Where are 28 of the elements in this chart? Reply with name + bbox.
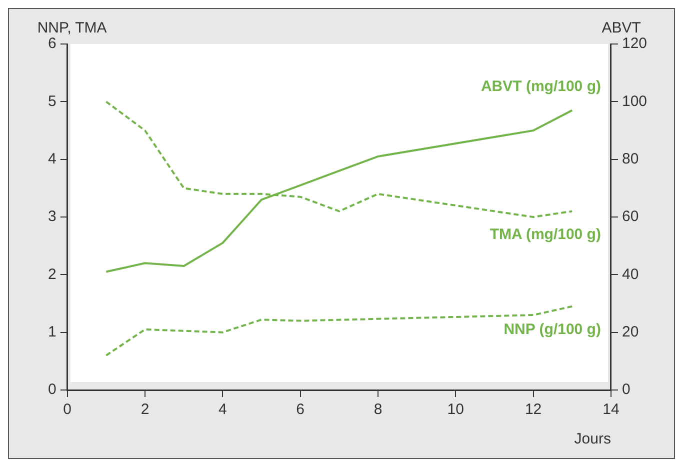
y-axis-title: NNP, TMA <box>37 20 107 37</box>
x-tick-label: 4 <box>218 401 227 418</box>
x-tick-label: 14 <box>602 401 620 418</box>
y2-tick-label: 60 <box>622 208 639 226</box>
y2-tick-label: 100 <box>622 92 648 110</box>
x-tick-label: 2 <box>140 401 150 418</box>
text: ABVT (mg/100 g) <box>480 78 601 95</box>
x-tick-label: 0 <box>63 401 72 418</box>
series-label: TMA (mg/100 g) <box>490 226 601 243</box>
y2-tick-label: 20 <box>622 323 639 340</box>
y-tick-label: 3 <box>48 208 56 226</box>
y-tick-label: 2 <box>48 266 56 283</box>
y-tick-label: 0 <box>48 381 56 398</box>
y2-tick-label: 40 <box>622 266 639 283</box>
x-axis-title: Jours <box>574 430 611 448</box>
y-tick-label: 4 <box>48 150 56 168</box>
x-tick-label: 8 <box>374 401 382 418</box>
series-label: NNP (g/100 g) <box>504 321 601 338</box>
x-tick-label: 6 <box>296 401 304 418</box>
y2-tick-label: 80 <box>622 150 639 168</box>
y-tick-label: 5 <box>48 92 56 110</box>
y2-tick-label: 0 <box>622 381 630 398</box>
y2-axis-title: ABVT <box>602 20 641 37</box>
x-tick-label: 12 <box>524 401 542 418</box>
y2-tick-label: 120 <box>622 35 648 52</box>
x-tick-label: 10 <box>447 401 464 418</box>
y-tick-label: 6 <box>48 35 56 52</box>
y-tick-label: 1 <box>48 323 56 340</box>
